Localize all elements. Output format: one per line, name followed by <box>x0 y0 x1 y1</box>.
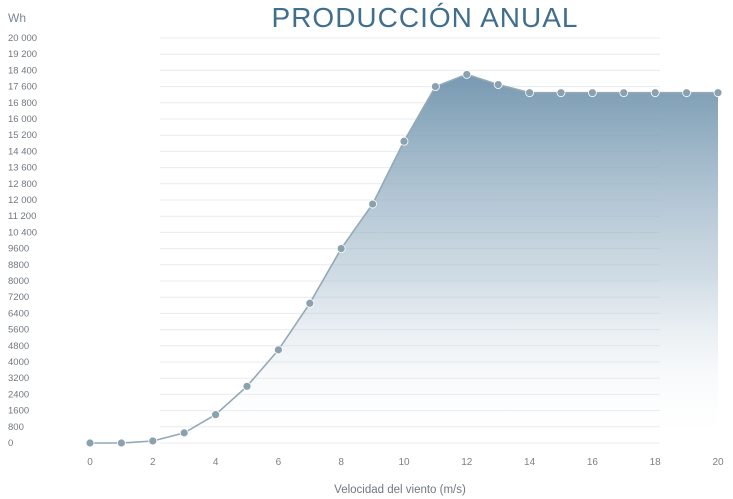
data-point <box>525 88 534 98</box>
y-tick-label: 11 200 <box>8 211 36 222</box>
x-axis-ticks: 0 2 4 6 8 10 12 14 16 18 20 <box>87 457 724 468</box>
y-tick-label: 4000 <box>8 357 29 368</box>
data-point <box>713 88 723 98</box>
x-tick-label: 0 <box>87 457 93 468</box>
data-point <box>305 298 315 308</box>
x-tick-label: 18 <box>650 457 662 468</box>
y-tick-label: 16 000 <box>8 114 37 125</box>
data-point <box>430 82 440 91</box>
y-tick-label: 18 400 <box>8 65 37 76</box>
data-point <box>211 410 221 420</box>
data-point <box>117 438 126 448</box>
data-point <box>179 428 189 438</box>
x-tick-label: 10 <box>398 457 410 468</box>
data-point <box>148 436 158 446</box>
data-point <box>273 345 283 355</box>
y-tick-label: 20 000 <box>8 33 37 44</box>
data-point <box>242 381 252 391</box>
data-point <box>462 70 472 79</box>
data-point <box>588 88 597 98</box>
data-point <box>85 438 95 448</box>
y-tick-label: 2400 <box>8 389 29 400</box>
data-points <box>85 70 723 448</box>
x-axis-label: Velocidad del viento (m/s) <box>334 484 466 496</box>
y-tick-label: 6400 <box>8 308 29 319</box>
y-tick-label: 19 200 <box>8 49 37 60</box>
x-tick-label: 20 <box>712 457 724 468</box>
data-point <box>368 199 378 209</box>
y-tick-label: 5600 <box>8 325 29 336</box>
x-tick-label: 6 <box>276 457 282 468</box>
y-tick-label: 13 600 <box>8 163 37 174</box>
x-tick-label: 14 <box>524 457 536 468</box>
x-tick-label: 16 <box>587 457 599 468</box>
x-tick-label: 2 <box>150 457 156 468</box>
x-tick-label: 12 <box>461 457 473 468</box>
data-point <box>336 244 346 254</box>
y-tick-label: 10 400 <box>8 227 37 238</box>
y-tick-label: 800 <box>8 422 24 433</box>
y-tick-label: 1600 <box>8 406 29 417</box>
data-point <box>619 88 629 98</box>
y-tick-label: 15 200 <box>8 130 37 141</box>
y-tick-label: 12 000 <box>8 195 37 206</box>
x-tick-label: 8 <box>338 457 344 468</box>
y-tick-label: 14 400 <box>8 146 37 157</box>
y-tick-label: 4800 <box>8 341 29 352</box>
y-axis-ticks: 20 000 19 200 18 400 17 600 16 800 16 000 15 2… <box>8 33 37 449</box>
y-tick-label: 12 800 <box>8 179 37 190</box>
y-tick-label: 17 600 <box>8 82 37 93</box>
y-axis-unit-label: Wh <box>8 11 26 25</box>
data-point <box>682 88 691 98</box>
y-tick-label: 3200 <box>8 373 29 384</box>
data-point <box>650 88 660 98</box>
area-series <box>90 73 718 444</box>
x-tick-label: 4 <box>213 457 219 468</box>
data-point <box>556 88 566 98</box>
data-point <box>399 136 409 146</box>
y-tick-label: 7200 <box>8 292 29 303</box>
chart-title: PRODUCCIÓN ANUAL <box>272 2 579 33</box>
data-point <box>493 80 503 89</box>
area-fill <box>90 74 718 444</box>
y-tick-label: 8000 <box>8 276 29 287</box>
y-tick-label: 8800 <box>8 260 29 271</box>
y-tick-label: 9600 <box>8 244 29 255</box>
y-tick-label: 0 <box>8 438 13 449</box>
y-tick-label: 16 800 <box>8 98 37 109</box>
